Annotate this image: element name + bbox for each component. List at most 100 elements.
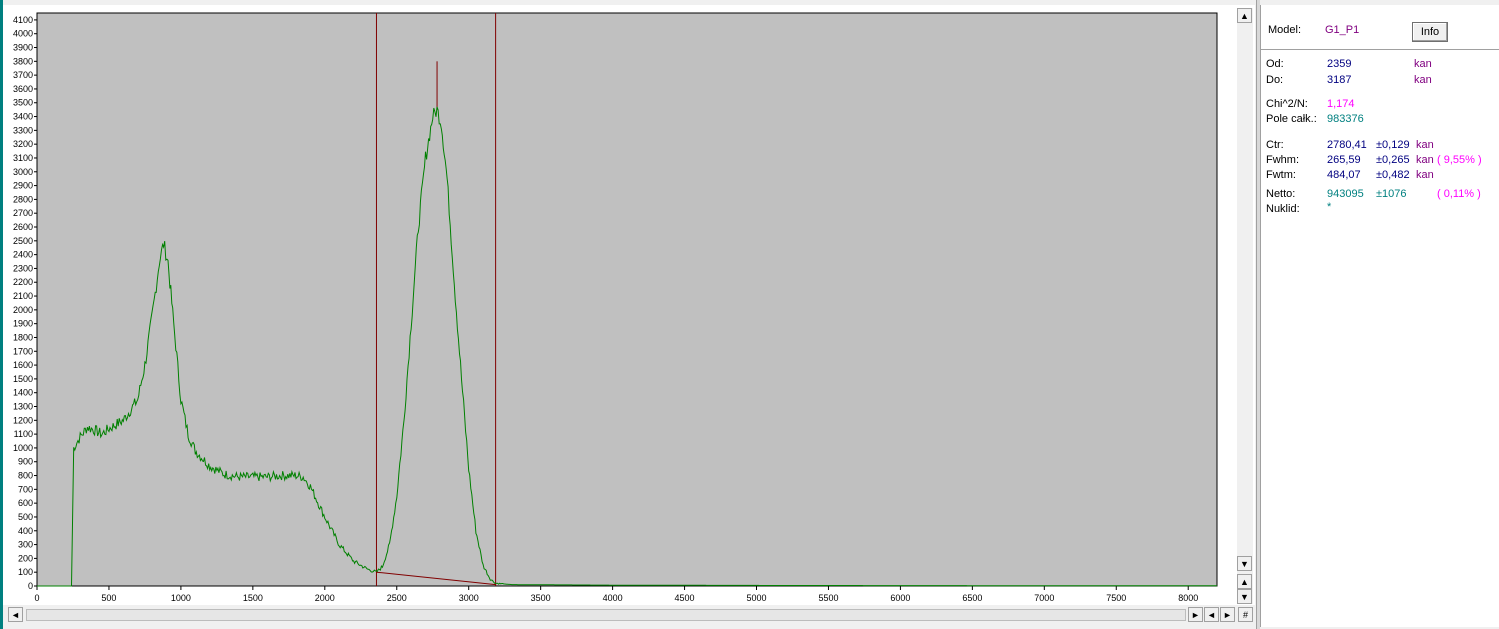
window-edge [0, 0, 3, 629]
y-tick-label: 4000 [13, 29, 33, 39]
do-unit: kan [1414, 74, 1432, 86]
fwtm-value: 484,07 [1327, 169, 1361, 181]
x-tick-label: 4500 [675, 593, 695, 603]
y-tick-label: 3300 [13, 125, 33, 135]
x-tick-label: 4000 [603, 593, 623, 603]
ctr-unit: kan [1416, 139, 1434, 151]
fwhm-percent: ( 9,55% ) [1437, 154, 1482, 166]
y-tick-label: 3500 [13, 98, 33, 108]
vertical-scrollbar[interactable]: ▲ ▼ ▲ ▼ [1237, 8, 1253, 604]
y-tick-label: 0 [28, 581, 33, 591]
x-axis: 0 500 1000 1500 2000 2500 3000 3500 4000 4500 5000… [34, 586, 1198, 603]
zoom-left-button[interactable]: ◄ [1204, 607, 1219, 622]
horizontal-scroll-thumb[interactable] [26, 609, 1186, 621]
nuklid-value: * [1327, 201, 1332, 213]
y-tick-label: 2800 [13, 194, 33, 204]
pole-label: Pole całk.: [1266, 113, 1317, 125]
x-tick-label: 1500 [243, 593, 263, 603]
y-tick-label: 3900 [13, 43, 33, 53]
chi-label: Chi^2/N: [1266, 98, 1308, 110]
scroll-left-button[interactable]: ◄ [8, 607, 23, 622]
fwtm-error: ±0,482 [1376, 169, 1410, 181]
y-tick-label: 2300 [13, 263, 33, 273]
peak-info-panel: Model: G1_P1 Info Od: 2359 kan Do: 3187 … [1260, 5, 1499, 627]
x-tick-label: 7000 [1034, 593, 1054, 603]
y-tick-label: 2000 [13, 305, 33, 315]
y-tick-label: 1800 [13, 332, 33, 342]
y-tick-label: 2900 [13, 181, 33, 191]
y-tick-label: 300 [18, 540, 33, 550]
x-tick-label: 2000 [315, 593, 335, 603]
model-label: Model: [1268, 24, 1302, 36]
pole-value: 983376 [1327, 113, 1364, 125]
fwhm-value: 265,59 [1327, 154, 1361, 166]
x-tick-label: 5500 [818, 593, 838, 603]
y-tick-label: 500 [18, 512, 33, 522]
y-tick-label: 1100 [14, 429, 33, 439]
x-tick-label: 500 [101, 593, 116, 603]
y-tick-label: 3800 [13, 56, 33, 66]
plot-area[interactable] [36, 12, 1218, 587]
y-tick-label: 1200 [13, 415, 33, 425]
netto-error: ±1076 [1376, 188, 1407, 200]
scroll-right-button[interactable]: ► [1188, 607, 1203, 622]
scroll-up-button[interactable]: ▲ [1237, 8, 1252, 23]
y-tick-label: 700 [18, 484, 33, 494]
divider [1261, 49, 1499, 50]
hash-button[interactable]: # [1238, 607, 1253, 622]
spectrum-line [37, 106, 1217, 587]
zoom-down-button[interactable]: ▼ [1237, 589, 1252, 604]
fwhm-error: ±0,265 [1376, 154, 1410, 166]
y-tick-label: 4100 [13, 15, 33, 25]
y-tick-label: 100 [18, 567, 33, 577]
x-tick-label: 6500 [962, 593, 982, 603]
top-strip [3, 0, 1499, 5]
y-tick-label: 3100 [13, 153, 33, 163]
y-tick-label: 2100 [13, 291, 33, 301]
y-tick-label: 900 [18, 457, 33, 467]
x-tick-label: 2500 [387, 593, 407, 603]
netto-label: Netto: [1266, 188, 1296, 200]
x-tick-label: 0 [34, 593, 39, 603]
od-label: Od: [1266, 58, 1284, 70]
y-tick-label: 1000 [13, 443, 33, 453]
od-unit: kan [1414, 58, 1432, 70]
spectrum-plot[interactable]: 0 100 200 300 400 500 600 700 800 900 1000 1100 1200… [3, 5, 1237, 605]
y-tick-label: 1600 [13, 360, 33, 370]
y-tick-label: 2600 [13, 222, 33, 232]
info-button[interactable]: Info [1412, 22, 1448, 42]
y-tick-label: 600 [18, 498, 33, 508]
x-tick-label: 5000 [746, 593, 766, 603]
y-axis: 0 100 200 300 400 500 600 700 800 900 1000 1100 1200… [13, 15, 37, 591]
background-line [376, 571, 496, 586]
zoom-right-button[interactable]: ► [1220, 607, 1235, 622]
chi-value: 1,174 [1327, 98, 1355, 110]
y-tick-label: 2200 [13, 277, 33, 287]
x-tick-label: 3500 [531, 593, 551, 603]
fwhm-label: Fwhm: [1266, 154, 1299, 166]
model-value: G1_P1 [1325, 24, 1360, 36]
spectrum-chart-panel[interactable]: 0 100 200 300 400 500 600 700 800 900 1000 1100 1200… [3, 5, 1255, 605]
y-tick-label: 2500 [13, 236, 33, 246]
y-tick-label: 3200 [13, 139, 33, 149]
panel-splitter[interactable] [1256, 0, 1260, 629]
y-tick-label: 3700 [13, 70, 33, 80]
fwtm-unit: kan [1416, 169, 1434, 181]
nuklid-label: Nuklid: [1266, 203, 1300, 215]
y-tick-label: 1700 [13, 346, 33, 356]
y-tick-label: 1900 [13, 319, 33, 329]
y-tick-label: 200 [18, 553, 33, 563]
scroll-down-button[interactable]: ▼ [1237, 556, 1252, 571]
y-tick-label: 1400 [13, 388, 33, 398]
horizontal-scrollbar[interactable]: ◄ ► ◄ ► # [8, 607, 1255, 623]
y-tick-label: 2700 [13, 208, 33, 218]
fwtm-label: Fwtm: [1266, 169, 1296, 181]
ctr-value: 2780,41 [1327, 139, 1367, 151]
y-tick-label: 800 [18, 471, 33, 481]
x-tick-label: 7500 [1106, 593, 1126, 603]
y-tick-label: 400 [18, 526, 33, 536]
zoom-up-button[interactable]: ▲ [1237, 574, 1252, 589]
y-tick-label: 3400 [13, 112, 33, 122]
roi-markers[interactable] [375, 13, 497, 586]
spectrum-series [37, 106, 1217, 587]
